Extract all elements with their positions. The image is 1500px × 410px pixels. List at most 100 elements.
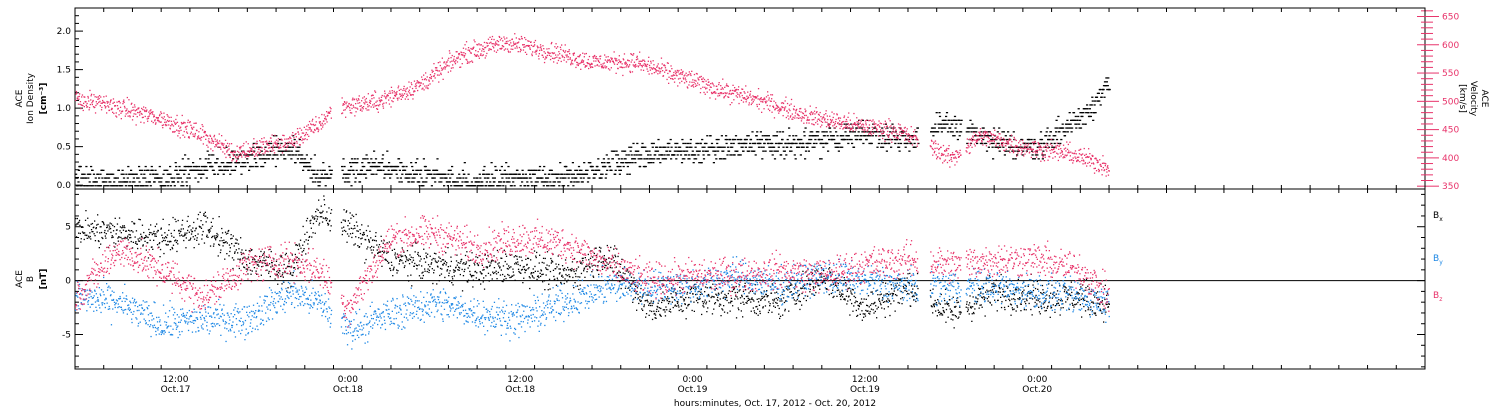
- ion-density-series-point: [803, 131, 806, 133]
- ion-density-series-point: [247, 154, 250, 156]
- top-right-tick-label: 500: [1442, 97, 1459, 107]
- velocity-series-point: [894, 127, 896, 129]
- velocity-series-point: [133, 113, 135, 115]
- velocity-series-point: [1064, 154, 1066, 156]
- ion-density-series-point: [484, 185, 488, 187]
- ion-density-series-point: [781, 138, 784, 141]
- velocity-series-point: [459, 58, 461, 60]
- velocity-series-point: [263, 137, 265, 139]
- velocity-series-point: [251, 153, 253, 155]
- ion-density-series-point: [788, 135, 791, 137]
- velocity-series-point: [695, 72, 698, 75]
- velocity-series-point: [396, 91, 398, 93]
- bx-series-point: [115, 233, 117, 235]
- velocity-series-point: [787, 115, 789, 117]
- ion-density-series-point: [411, 165, 414, 168]
- velocity-series-point: [995, 145, 997, 147]
- ion-density-series-point: [943, 123, 946, 125]
- ion-density-series-point: [428, 169, 431, 171]
- ion-density-series-point: [615, 154, 618, 156]
- velocity-series-point: [189, 133, 192, 135]
- velocity-series-point: [443, 61, 445, 63]
- bx-series-point: [123, 237, 125, 240]
- velocity-series-point: [701, 80, 704, 83]
- ion-density-series-point: [880, 142, 883, 145]
- ion-density-series-point: [1037, 158, 1040, 160]
- ion-density-series-point: [1070, 131, 1073, 133]
- velocity-series-point: [844, 126, 846, 129]
- ion-density-series-point: [847, 142, 850, 145]
- ion-density-series-point: [206, 150, 209, 152]
- velocity-series-point: [1006, 143, 1009, 145]
- ion-density-series-point: [292, 154, 295, 156]
- velocity-series-point: [525, 45, 527, 47]
- ion-density-series-point: [1098, 100, 1101, 102]
- velocity-series-point: [408, 81, 410, 83]
- ion-density-series-point: [372, 173, 375, 175]
- velocity-series-point: [549, 58, 552, 61]
- ion-density-series-point: [730, 142, 733, 145]
- velocity-series-point: [894, 131, 896, 134]
- top-right-axis-unit: [km/s]: [1457, 84, 1467, 113]
- ion-density-series-point: [747, 135, 750, 137]
- velocity-series-point: [546, 54, 548, 57]
- ion-density-series-point: [446, 181, 449, 183]
- ion-density-series-point: [575, 177, 578, 179]
- velocity-series-point: [258, 148, 260, 150]
- velocity-series-point: [408, 89, 410, 91]
- velocity-series-point: [807, 116, 809, 118]
- bx-series-point: [109, 222, 111, 224]
- ion-density-series-point: [322, 162, 325, 164]
- velocity-series-point: [287, 145, 289, 147]
- velocity-series-point: [511, 38, 513, 40]
- velocity-series-point: [1072, 162, 1074, 164]
- velocity-series-point: [145, 107, 147, 109]
- ion-density-series-point: [485, 173, 488, 175]
- velocity-series-point: [261, 138, 263, 140]
- velocity-series-point: [535, 53, 537, 55]
- velocity-series-point: [737, 89, 739, 91]
- velocity-series-point: [492, 45, 494, 48]
- velocity-series-point: [119, 106, 122, 108]
- ion-density-series-point: [1069, 123, 1072, 125]
- velocity-series-point: [683, 75, 685, 77]
- velocity-series-point: [108, 109, 111, 111]
- velocity-series-point: [1067, 152, 1069, 154]
- ion-density-series-point: [913, 142, 916, 145]
- velocity-series-point: [284, 138, 286, 140]
- ion-density-series-point: [620, 158, 623, 160]
- ion-density-series-point: [213, 173, 216, 175]
- ion-density-series-point: [1008, 146, 1011, 148]
- velocity-series-point: [728, 93, 730, 95]
- velocity-series-point: [992, 134, 995, 136]
- velocity-series-point: [654, 69, 657, 71]
- velocity-series-point: [144, 115, 146, 118]
- ion-density-series-point: [498, 181, 501, 183]
- ion-density-series-point: [412, 169, 415, 171]
- ion-density-series-point: [773, 146, 776, 148]
- ion-density-series-point: [721, 146, 724, 148]
- velocity-series-point: [640, 60, 642, 62]
- velocity-series-point: [300, 129, 303, 131]
- velocity-series-point: [86, 102, 88, 105]
- velocity-series-point: [1039, 145, 1042, 147]
- velocity-series-point: [774, 108, 776, 110]
- velocity-series-point: [975, 139, 978, 141]
- velocity-series-point: [236, 159, 238, 162]
- velocity-series-point: [122, 101, 124, 103]
- velocity-series-point: [79, 93, 81, 95]
- velocity-series-point: [1033, 141, 1036, 144]
- velocity-series-point: [330, 117, 332, 119]
- ion-density-series-point: [586, 169, 589, 171]
- velocity-series-point: [594, 57, 597, 59]
- ion-density-series-point: [180, 185, 183, 187]
- velocity-series-point: [325, 118, 327, 120]
- ion-density-series-point: [1083, 108, 1086, 110]
- ion-density-series-point: [287, 146, 291, 148]
- ion-density-series-point: [260, 165, 263, 168]
- ion-density-series-point: [603, 162, 606, 164]
- velocity-series-point: [804, 108, 806, 110]
- velocity-series-point: [529, 47, 531, 49]
- ion-density-series-point: [186, 165, 190, 168]
- ion-density-series-point: [547, 185, 550, 187]
